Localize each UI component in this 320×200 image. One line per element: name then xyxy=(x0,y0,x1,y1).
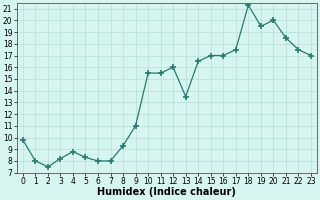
X-axis label: Humidex (Indice chaleur): Humidex (Indice chaleur) xyxy=(98,187,236,197)
